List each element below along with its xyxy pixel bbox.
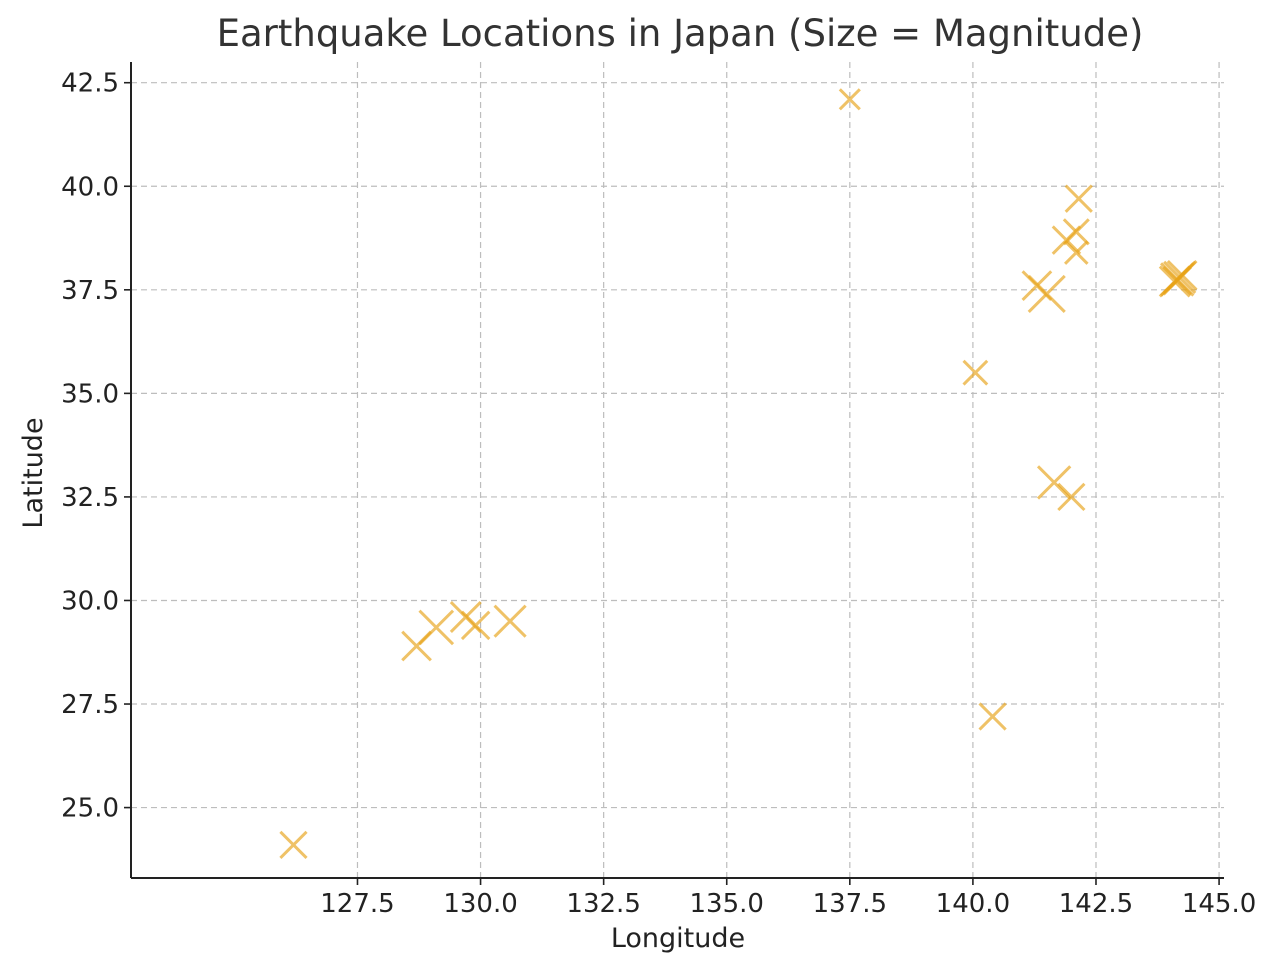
- data-point: [1062, 218, 1090, 246]
- data-point: [1057, 482, 1086, 512]
- data-point: [418, 609, 455, 646]
- y-axis-label: Latitude: [18, 417, 49, 528]
- chart-title: Earthquake Locations in Japan (Size = Ma…: [217, 12, 1144, 55]
- x-axis-label: Longitude: [611, 923, 745, 954]
- data-point: [460, 610, 491, 641]
- y-tick-label: 40.0: [61, 172, 119, 202]
- data-point: [1064, 184, 1093, 213]
- y-tick-label: 37.5: [61, 276, 119, 306]
- ticks: 127.5 130.0 132.5 135.0 137.5 140.0 142.5 145.0…: [61, 69, 1256, 919]
- x-tick-label: 130.0: [443, 889, 517, 919]
- data-points: [279, 88, 1198, 860]
- x-tick-label: 137.5: [813, 889, 887, 919]
- x-tick-label: 132.5: [566, 889, 640, 919]
- x-tick-label: 135.0: [690, 889, 764, 919]
- data-point: [1162, 265, 1192, 296]
- x-tick-label: 145.0: [1182, 889, 1256, 919]
- grid: [131, 62, 1224, 878]
- axes: [130, 62, 1224, 879]
- data-point: [493, 604, 527, 638]
- data-point: [962, 359, 989, 386]
- data-point: [838, 88, 861, 111]
- y-tick-label: 27.5: [61, 690, 119, 720]
- x-tick-label: 142.5: [1059, 889, 1133, 919]
- data-point: [1027, 274, 1066, 314]
- x-tick-label: 140.0: [936, 889, 1010, 919]
- y-tick-label: 42.5: [61, 69, 119, 99]
- y-tick-label: 35.0: [61, 379, 119, 409]
- data-point: [1064, 240, 1089, 265]
- data-point: [1036, 465, 1072, 500]
- y-tick-label: 30.0: [61, 586, 119, 616]
- y-tick-label: 32.5: [61, 483, 119, 513]
- data-point: [978, 702, 1007, 731]
- data-point: [279, 830, 308, 860]
- x-tick-label: 127.5: [320, 889, 394, 919]
- y-tick-label: 25.0: [61, 794, 119, 824]
